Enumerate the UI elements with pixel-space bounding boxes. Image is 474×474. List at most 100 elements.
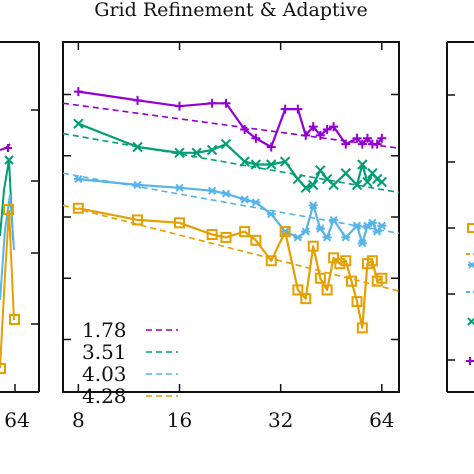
left-panel-orange-marker (3, 204, 14, 215)
right-panel-orange-marker (467, 223, 474, 233)
data-point-1.78 (266, 142, 276, 152)
data-point-4.28 (279, 226, 291, 238)
data-point-1.78 (322, 125, 332, 134)
data-point-3.51 (220, 138, 232, 150)
trend-lines (62, 102, 400, 292)
series-4.03 (73, 175, 387, 248)
data-point-1.78 (357, 139, 367, 149)
data-point-3.51 (371, 173, 383, 185)
data-point-3.51 (239, 156, 250, 167)
data-point-4.28 (239, 226, 251, 238)
data-point-4.28 (206, 229, 218, 240)
data-point-1.78 (73, 87, 83, 97)
data-point-3.51 (308, 179, 319, 191)
data-point-4.03 (221, 189, 231, 198)
data-point-1.78 (221, 98, 231, 108)
data-point-3.51 (357, 159, 368, 170)
left-panel-orange-line (0, 209, 15, 369)
data-point-4.03 (207, 186, 217, 195)
data-point-1.78 (301, 130, 311, 140)
data-point-4.28 (300, 293, 312, 305)
right-panel-purple-marker (466, 357, 474, 365)
data-point-4.03 (329, 215, 339, 224)
left-panel-orange-marker (0, 363, 6, 374)
data-point-1.78 (341, 139, 351, 149)
series-line-3.51 (77, 122, 383, 189)
legend-label: 3.51 (82, 340, 127, 364)
data-point-4.03 (352, 221, 362, 230)
data-point-4.03 (372, 227, 382, 236)
left-panel-green-marker (4, 155, 14, 165)
series-line-4.28 (78, 207, 383, 329)
data-point-4.03 (266, 210, 276, 219)
data-point-4.28 (334, 258, 346, 270)
data-point-1.78 (133, 95, 143, 105)
legend: 1.783.514.034.28 (82, 318, 178, 408)
right-panel (446, 41, 474, 393)
x-tick-label: 8 (72, 408, 85, 432)
data-point-1.78 (377, 133, 387, 143)
data-point-4.28 (346, 275, 358, 287)
x-axis-ticks: 8 16 32 64 (72, 42, 395, 432)
left-panel-purple-marker (4, 144, 12, 152)
data-point-4.03 (133, 180, 143, 189)
data-point-4.28 (328, 252, 340, 264)
data-point-4.28 (376, 272, 388, 284)
x-tick-label: 16 (167, 408, 192, 432)
data-point-4.03 (315, 224, 325, 233)
data-point-4.03 (301, 227, 311, 236)
data-point-3.51 (376, 176, 388, 188)
series-1.78 (73, 87, 387, 152)
right-panel-blue-marker (468, 261, 474, 269)
data-point-4.03 (251, 198, 261, 207)
data-point-3.51 (206, 144, 218, 156)
data-point-3.51 (174, 147, 185, 159)
data-point-4.28 (250, 234, 262, 246)
data-point-3.51 (315, 165, 326, 176)
data-point-3.51 (73, 118, 84, 129)
data-point-4.28 (132, 214, 144, 226)
data-point-4.28 (356, 322, 368, 334)
data-point-1.78 (329, 122, 339, 132)
data-point-4.28 (265, 255, 277, 267)
left-panel-orange-marker (9, 314, 20, 325)
data-point-1.78 (207, 98, 217, 108)
series-4.28 (72, 202, 388, 334)
data-point-4.28 (220, 231, 232, 243)
data-point-3.51 (250, 159, 262, 170)
data-point-3.51 (132, 141, 143, 153)
data-point-3.51 (279, 156, 291, 167)
data-point-4.03 (175, 183, 185, 192)
data-point-3.51 (266, 159, 277, 170)
data-point-4.28 (307, 240, 319, 252)
data-point-1.78 (175, 101, 185, 111)
trend-line-4.03 (62, 172, 400, 235)
data-point-4.28 (72, 202, 84, 214)
data-point-4.03 (377, 221, 387, 230)
legend-label: 4.03 (82, 362, 127, 386)
data-point-1.78 (362, 133, 372, 143)
data-point-4.28 (351, 296, 363, 308)
data-point-1.78 (315, 130, 325, 140)
left-panel-x-tick-label: 64 (4, 408, 29, 432)
data-point-1.78 (293, 104, 303, 114)
data-point-4.28 (314, 272, 326, 284)
data-point-3.51 (362, 176, 373, 188)
data-point-4.03 (73, 175, 83, 184)
data-point-1.78 (240, 125, 250, 134)
data-point-1.78 (352, 133, 362, 143)
data-point-1.78 (251, 133, 261, 143)
y-axis-ticks (63, 93, 399, 341)
data-point-3.51 (340, 168, 351, 179)
data-point-3.51 (292, 173, 304, 185)
data-point-4.28 (174, 217, 186, 229)
trend-line-3.51 (62, 132, 400, 194)
data-series (72, 87, 388, 334)
legend-label: 4.28 (82, 384, 127, 408)
data-point-4.03 (293, 233, 303, 242)
x-tick-label: 64 (369, 408, 394, 432)
series-line-4.03 (78, 178, 383, 245)
data-point-4.03 (367, 218, 377, 227)
trend-line-4.28 (62, 204, 400, 292)
